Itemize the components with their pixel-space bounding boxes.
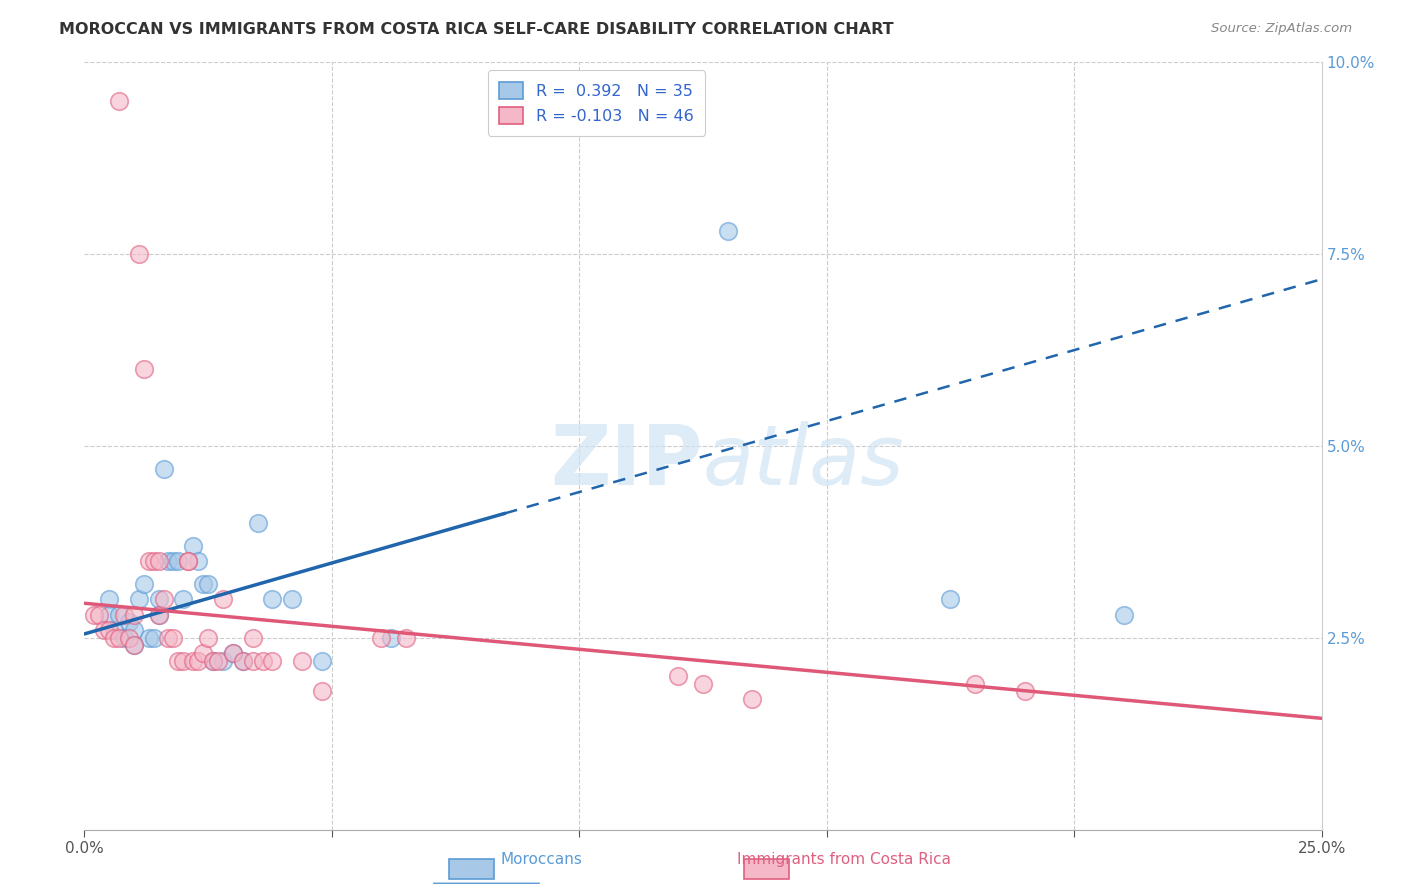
- Point: [281, 592, 304, 607]
- Point: [222, 646, 245, 660]
- Point: [122, 607, 145, 622]
- Point: [148, 554, 170, 568]
- Point: [1014, 684, 1036, 698]
- Point: [138, 554, 160, 568]
- Point: [118, 615, 141, 630]
- Point: [157, 631, 180, 645]
- Text: Immigrants from Costa Rica: Immigrants from Costa Rica: [737, 852, 950, 867]
- Point: [132, 362, 155, 376]
- Point: [252, 654, 274, 668]
- Point: [177, 554, 200, 568]
- Point: [692, 677, 714, 691]
- Point: [167, 554, 190, 568]
- Point: [108, 631, 131, 645]
- Point: [666, 669, 689, 683]
- Text: Moroccans: Moroccans: [501, 852, 582, 867]
- Point: [187, 654, 209, 668]
- Point: [191, 577, 214, 591]
- Point: [207, 654, 229, 668]
- Point: [380, 631, 402, 645]
- Point: [262, 654, 284, 668]
- Point: [142, 554, 165, 568]
- Point: [232, 654, 254, 668]
- Point: [118, 631, 141, 645]
- FancyBboxPatch shape: [744, 859, 789, 879]
- Text: Source: ZipAtlas.com: Source: ZipAtlas.com: [1212, 22, 1353, 36]
- Point: [112, 607, 135, 622]
- Point: [83, 607, 105, 622]
- Point: [1112, 607, 1135, 622]
- Point: [128, 247, 150, 261]
- Point: [148, 607, 170, 622]
- Point: [939, 592, 962, 607]
- Point: [212, 654, 235, 668]
- Point: [181, 539, 204, 553]
- Point: [98, 592, 121, 607]
- Point: [112, 631, 135, 645]
- Point: [177, 554, 200, 568]
- Point: [181, 654, 204, 668]
- Point: [148, 607, 170, 622]
- Point: [157, 554, 180, 568]
- Point: [187, 554, 209, 568]
- Point: [212, 592, 235, 607]
- Point: [291, 654, 314, 668]
- Point: [103, 623, 125, 637]
- Point: [395, 631, 418, 645]
- Point: [311, 654, 333, 668]
- Point: [741, 692, 763, 706]
- Point: [232, 654, 254, 668]
- Point: [262, 592, 284, 607]
- Point: [108, 94, 131, 108]
- Point: [965, 677, 987, 691]
- Point: [142, 631, 165, 645]
- Point: [103, 631, 125, 645]
- Point: [242, 631, 264, 645]
- Point: [162, 631, 184, 645]
- Point: [132, 577, 155, 591]
- Text: atlas: atlas: [703, 421, 904, 502]
- FancyBboxPatch shape: [449, 859, 494, 879]
- Point: [197, 577, 219, 591]
- Point: [162, 554, 184, 568]
- Point: [370, 631, 392, 645]
- Point: [222, 646, 245, 660]
- Point: [93, 623, 115, 637]
- Point: [128, 592, 150, 607]
- Point: [148, 592, 170, 607]
- Point: [202, 654, 225, 668]
- Point: [246, 516, 269, 530]
- Point: [717, 224, 740, 238]
- Legend: R =  0.392   N = 35, R = -0.103   N = 46: R = 0.392 N = 35, R = -0.103 N = 46: [488, 70, 706, 136]
- Text: MOROCCAN VS IMMIGRANTS FROM COSTA RICA SELF-CARE DISABILITY CORRELATION CHART: MOROCCAN VS IMMIGRANTS FROM COSTA RICA S…: [59, 22, 894, 37]
- Point: [152, 462, 174, 476]
- Point: [122, 639, 145, 653]
- Point: [202, 654, 225, 668]
- Point: [98, 623, 121, 637]
- Point: [138, 631, 160, 645]
- Point: [311, 684, 333, 698]
- Point: [242, 654, 264, 668]
- Point: [167, 654, 190, 668]
- Point: [98, 607, 121, 622]
- Point: [152, 592, 174, 607]
- Point: [122, 623, 145, 637]
- Point: [108, 607, 131, 622]
- Text: ZIP: ZIP: [551, 421, 703, 502]
- Point: [191, 646, 214, 660]
- Point: [89, 607, 111, 622]
- Point: [122, 639, 145, 653]
- Point: [197, 631, 219, 645]
- Point: [172, 654, 194, 668]
- Point: [172, 592, 194, 607]
